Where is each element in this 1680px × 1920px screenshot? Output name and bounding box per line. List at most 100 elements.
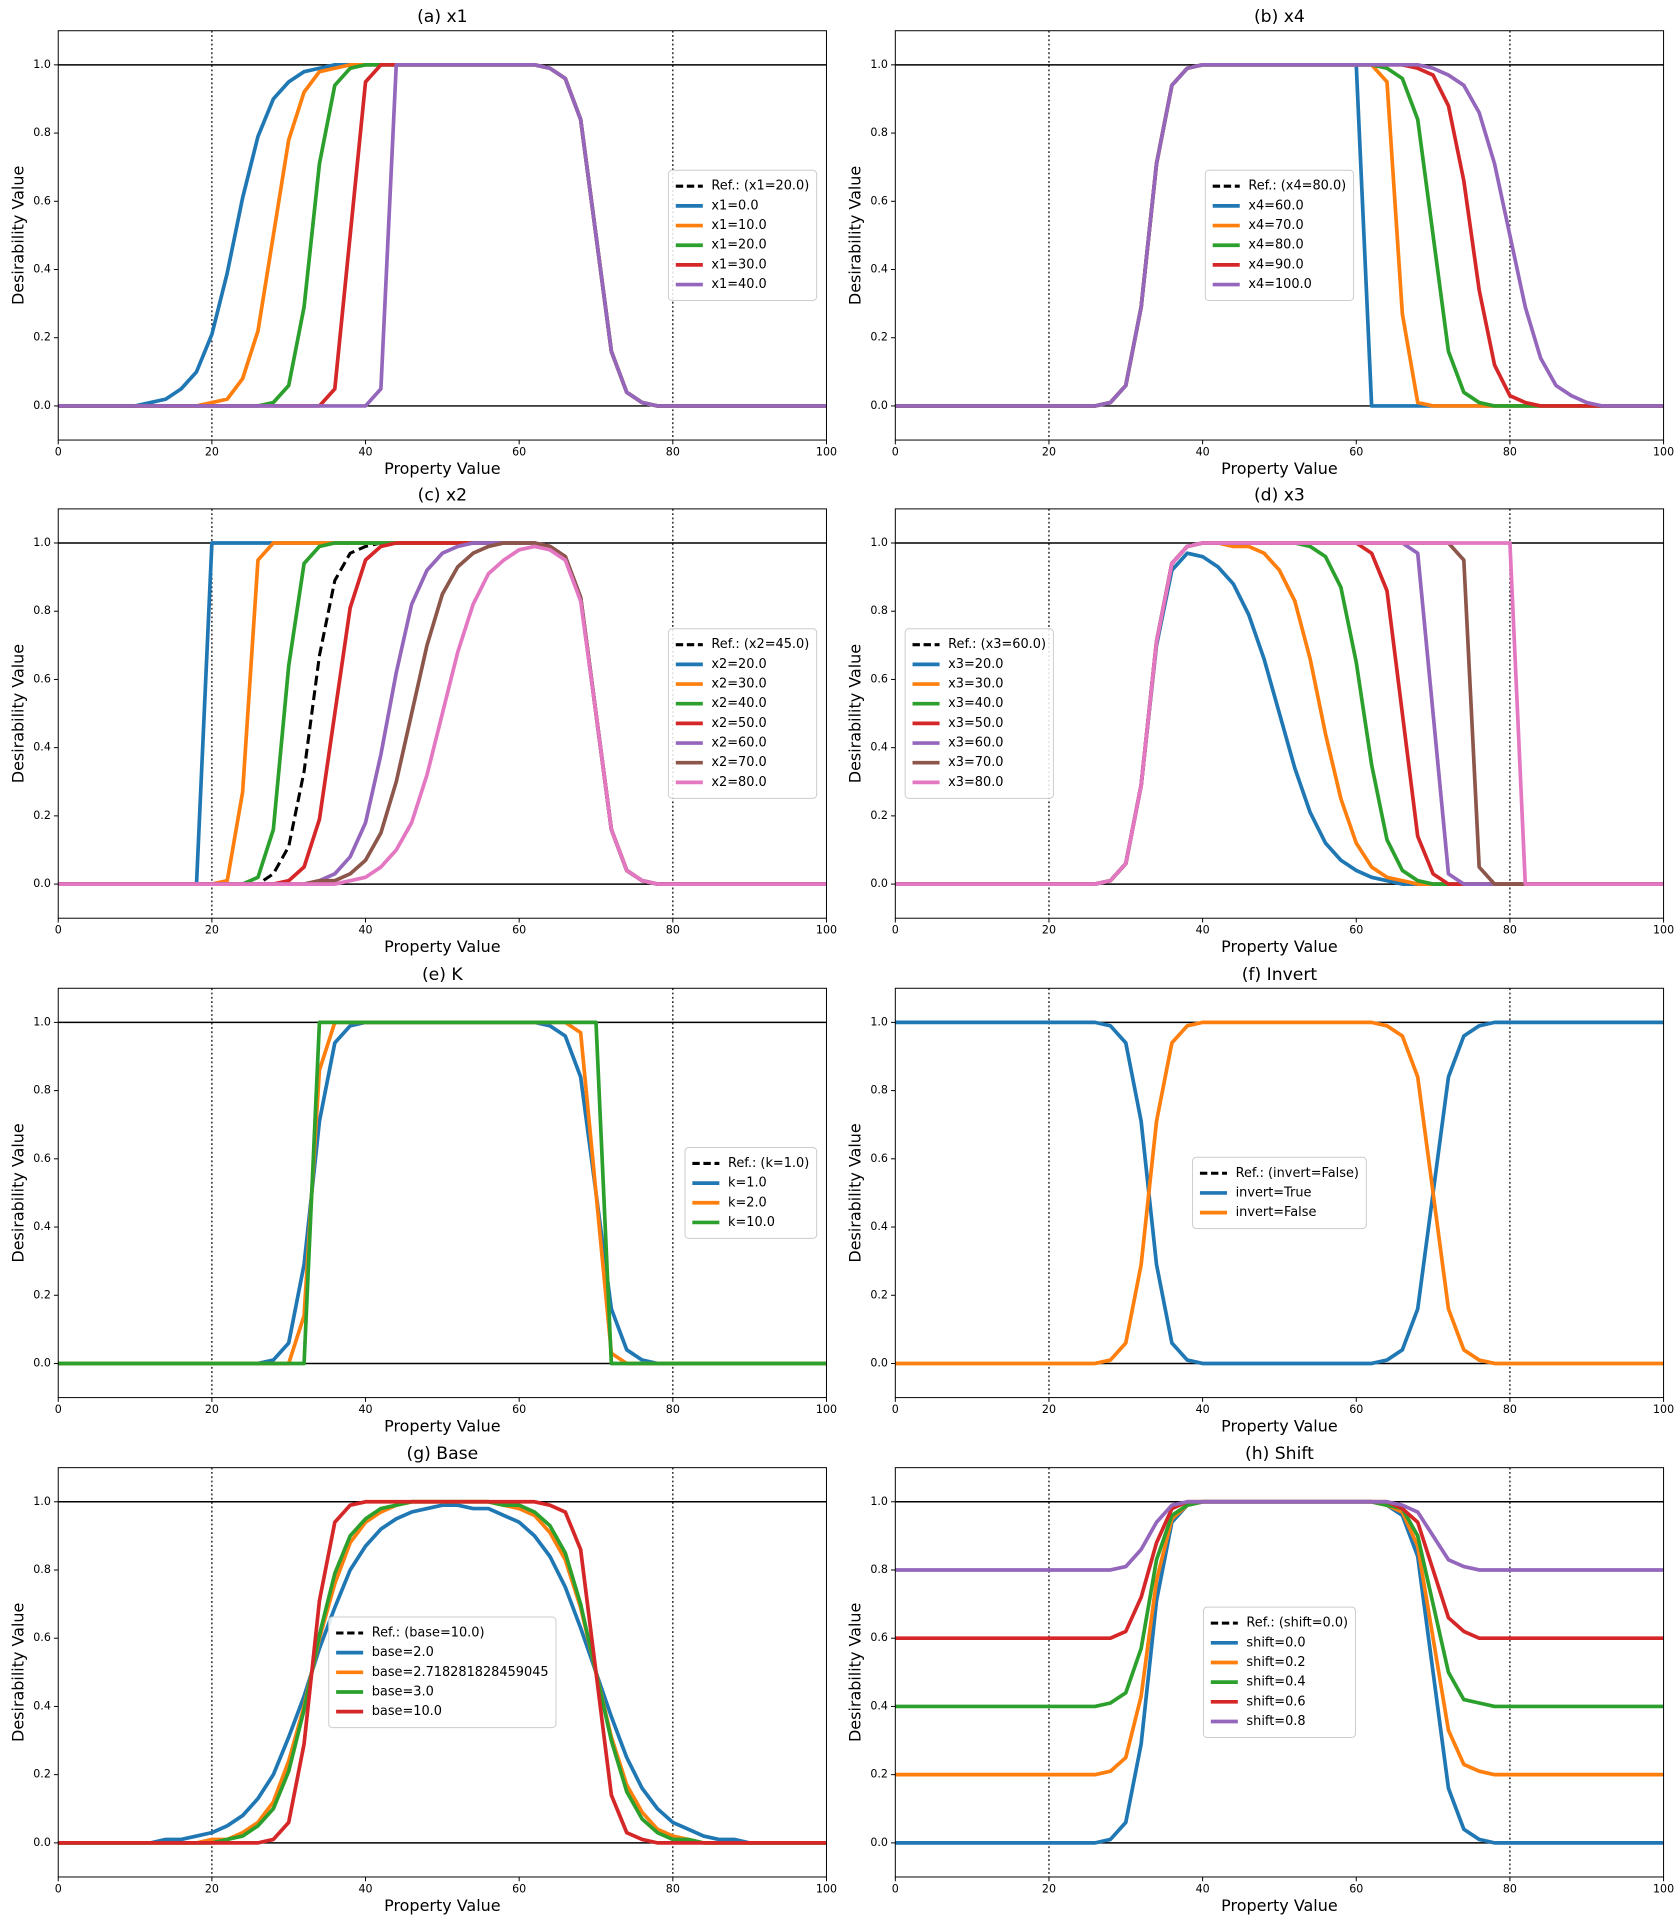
legend-box (1202, 1606, 1356, 1738)
panel: (e) K Property Value Desirability Value 0 20… (8, 965, 837, 1436)
y-tick-label: 0.8 (33, 1563, 51, 1576)
y-tick-label: 0.0 (870, 877, 888, 890)
x-tick-label: 100 (816, 1882, 837, 1895)
legend-label: invert=False (1236, 1205, 1317, 1220)
legend-label: base=3.0 (372, 1684, 434, 1699)
x-tick-label: 60 (512, 445, 526, 458)
axes-frame (57, 987, 827, 1399)
y-tick-label: 0.4 (870, 263, 888, 276)
legend-label: x4=90.0 (1248, 257, 1303, 272)
y-tick-label: 0.2 (870, 1288, 888, 1301)
legend-label: shift=0.6 (1246, 1694, 1305, 1709)
legend-label: base=2.0 (372, 1645, 434, 1660)
legend-label: x3=30.0 (948, 677, 1003, 692)
panel: (f) Invert Property Value Desirability Val… (845, 965, 1674, 1436)
x-tick-label: 20 (1042, 445, 1056, 458)
legend-label: x1=20.0 (711, 238, 766, 253)
legend-label: shift=0.0 (1246, 1635, 1305, 1650)
y-tick-label: 0.0 (870, 1356, 888, 1369)
legend-label: base=10.0 (372, 1704, 442, 1719)
x-tick-label: 40 (1196, 1882, 1210, 1895)
legend-label: x4=60.0 (1248, 198, 1303, 213)
legend-label: Ref.: (invert=False) (1236, 1166, 1359, 1181)
legend-label: x1=40.0 (711, 277, 766, 292)
series-line (58, 544, 827, 886)
legend-box (1204, 169, 1355, 302)
x-tick-label: 100 (816, 923, 837, 936)
y-tick-label: 0.0 (33, 1836, 51, 1849)
legend-label: x1=30.0 (711, 257, 766, 272)
legend: Ref.: (x4=80.0) x4=60.0 x4=70.0 x4=80.0 x4=9… (1204, 169, 1355, 302)
panel-title: (e) K (422, 965, 463, 985)
y-axis-label: Desirability Value (845, 1603, 864, 1742)
x-tick-label: 60 (512, 1403, 526, 1416)
legend-label: shift=0.8 (1246, 1714, 1305, 1729)
legend-label: x2=30.0 (711, 677, 766, 692)
legend-label: x2=20.0 (711, 657, 766, 672)
y-tick-label: 1.0 (870, 58, 888, 71)
y-tick-label: 0.6 (870, 1152, 888, 1165)
y-tick-label: 0.0 (33, 877, 51, 890)
x-tick-label: 40 (359, 1403, 373, 1416)
legend-label: x3=60.0 (948, 736, 1003, 751)
y-tick-label: 1.0 (870, 536, 888, 549)
legend-box (667, 169, 818, 302)
legend-box (328, 1616, 557, 1729)
x-tick-label: 100 (1653, 445, 1674, 458)
y-tick-label: 0.6 (33, 1631, 51, 1644)
legend-label: Ref.: (shift=0.0) (1246, 1616, 1348, 1631)
y-tick-label: 0.0 (33, 1356, 51, 1369)
panel-title: (h) Shift (1245, 1444, 1314, 1464)
x-tick-label: 40 (1196, 923, 1210, 936)
x-tick-label: 0 (892, 923, 899, 936)
x-tick-label: 60 (512, 1882, 526, 1895)
y-tick-label: 1.0 (33, 1015, 51, 1028)
y-tick-label: 0.6 (33, 1152, 51, 1165)
x-tick-label: 60 (1349, 1403, 1363, 1416)
legend-label: x3=50.0 (948, 716, 1003, 731)
y-tick-label: 0.2 (33, 331, 51, 344)
x-tick-label: 80 (666, 923, 680, 936)
series-line (895, 1499, 1664, 1572)
y-tick-label: 0.4 (33, 1699, 51, 1712)
x-axis-label: Property Value (384, 937, 500, 956)
y-tick-label: 0.6 (33, 672, 51, 685)
panel-title: (a) x1 (417, 7, 468, 27)
legend: Ref.: (x1=20.0) x1=0.0 x1=10.0 x1=20.0 x1=30… (667, 169, 818, 302)
x-tick-label: 20 (1042, 1882, 1056, 1895)
legend: Ref.: (base=10.0) base=2.0 base=2.71828182… (328, 1616, 557, 1729)
x-tick-label: 0 (892, 445, 899, 458)
x-axis-label: Property Value (1221, 1417, 1338, 1436)
x-tick-label: 60 (1349, 445, 1363, 458)
x-tick-label: 40 (1196, 1403, 1210, 1416)
x-tick-label: 100 (816, 1403, 837, 1416)
legend-label: base=2.718281828459045 (372, 1665, 549, 1680)
legend-label: shift=0.4 (1246, 1675, 1305, 1690)
legend-label: x4=70.0 (1248, 218, 1303, 233)
y-tick-label: 0.6 (870, 1631, 888, 1644)
x-tick-label: 80 (666, 445, 680, 458)
y-tick-label: 1.0 (33, 58, 51, 71)
legend-box (684, 1146, 818, 1239)
x-tick-label: 80 (1503, 1882, 1517, 1895)
legend-label: x3=70.0 (948, 755, 1003, 770)
legend: Ref.: (x2=45.0) x2=20.0 x2=30.0 x2=40.0 x2=5… (667, 628, 818, 799)
legend-label: x2=80.0 (711, 775, 766, 790)
x-tick-label: 20 (205, 1882, 219, 1895)
y-tick-label: 0.8 (870, 126, 888, 139)
x-tick-label: 40 (359, 923, 373, 936)
x-tick-label: 0 (55, 445, 62, 458)
legend-label: Ref.: (x3=60.0) (948, 637, 1046, 652)
panel: (a) x1 Property Value Desirability Value 0 2… (8, 7, 837, 478)
x-axis-label: Property Value (1221, 1896, 1338, 1915)
y-tick-label: 0.6 (870, 194, 888, 207)
legend-label: Ref.: (x2=45.0) (711, 637, 809, 652)
x-tick-label: 100 (816, 445, 837, 458)
panel: (b) x4 Property Value Desirability Value 0 2… (845, 7, 1674, 478)
y-axis-label: Desirability Value (845, 166, 864, 305)
legend: Ref.: (invert=False) invert=True invert=Fa… (1192, 1156, 1367, 1230)
axes-frame (894, 508, 1665, 919)
x-tick-label: 40 (1196, 445, 1210, 458)
axes-frame (57, 1467, 827, 1878)
